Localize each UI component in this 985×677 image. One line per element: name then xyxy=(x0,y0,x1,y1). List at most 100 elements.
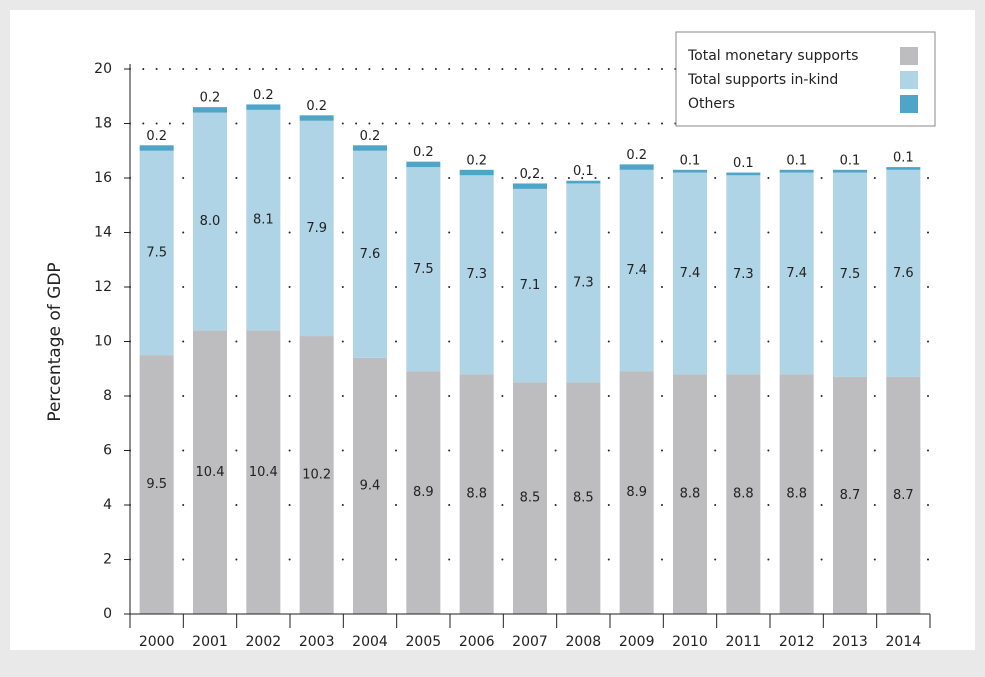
y-tick-label: 8 xyxy=(103,388,112,404)
legend-swatch xyxy=(900,95,918,113)
y-tick-label: 16 xyxy=(94,170,112,186)
data-label: 7.5 xyxy=(146,245,167,260)
data-label: 8.5 xyxy=(573,491,594,506)
bar-segment xyxy=(193,330,227,614)
bar-segment xyxy=(619,169,654,372)
bar-segment xyxy=(566,183,601,383)
data-label: 0.1 xyxy=(733,156,754,171)
data-label: 7.4 xyxy=(786,266,807,281)
bar-segment xyxy=(299,336,334,614)
y-tick-label: 4 xyxy=(103,497,112,513)
x-tick-label: 2007 xyxy=(512,634,548,650)
data-label: 7.3 xyxy=(733,267,754,282)
bar-segment xyxy=(193,107,227,113)
data-label: 0.2 xyxy=(413,145,434,160)
data-label: 7.6 xyxy=(360,247,381,262)
bar-segment xyxy=(459,374,494,614)
bar-segment xyxy=(566,382,601,614)
bar-segment xyxy=(406,371,441,614)
data-label: 9.4 xyxy=(360,478,381,493)
data-label: 0.2 xyxy=(253,88,274,103)
bar-segment xyxy=(353,145,387,151)
legend-label: Others xyxy=(688,96,735,112)
data-label: 0.1 xyxy=(680,153,701,168)
data-label: 0.1 xyxy=(573,164,594,179)
data-label: 8.0 xyxy=(200,214,221,229)
bar-segment xyxy=(513,183,547,189)
data-label: 9.5 xyxy=(146,477,167,492)
data-label: 10.4 xyxy=(249,465,278,480)
data-label: 7.5 xyxy=(840,267,861,282)
bar-segment xyxy=(619,371,654,614)
bar-segment xyxy=(673,374,707,614)
x-tick-label: 2001 xyxy=(192,634,228,650)
legend-box xyxy=(675,31,936,127)
x-tick-label: 2013 xyxy=(832,634,868,650)
bar-segment xyxy=(513,188,547,383)
legend-swatch xyxy=(900,71,918,89)
x-tick-label: 2014 xyxy=(886,634,922,650)
data-label: 8.9 xyxy=(413,485,434,500)
y-axis-label: Percentage of GDP xyxy=(45,262,65,421)
x-tick-label: 2010 xyxy=(672,634,708,650)
data-label: 7.5 xyxy=(413,262,434,277)
data-label: 8.8 xyxy=(786,487,807,502)
x-tick-label: 2012 xyxy=(779,634,815,650)
data-label: 0.1 xyxy=(786,153,807,168)
bar-segment xyxy=(726,172,761,176)
x-tick-label: 2009 xyxy=(619,634,655,650)
bar-segment xyxy=(726,175,761,375)
data-label: 7.4 xyxy=(680,266,701,281)
bar-segment xyxy=(886,169,921,377)
data-label: 8.5 xyxy=(520,491,541,506)
y-tick-label: 14 xyxy=(94,225,112,241)
data-label: 10.2 xyxy=(302,468,331,483)
bar-segment xyxy=(779,169,814,173)
bar-segment xyxy=(726,374,761,614)
bar-segment xyxy=(193,112,227,331)
data-label: 7.3 xyxy=(573,275,594,290)
y-tick-label: 20 xyxy=(94,61,112,77)
bar-segment xyxy=(406,167,441,372)
y-tick-label: 6 xyxy=(103,443,112,459)
bar-segment xyxy=(833,172,867,377)
data-label: 0.2 xyxy=(306,99,327,114)
bar-segment xyxy=(353,150,387,358)
x-tick-label: 2000 xyxy=(139,634,175,650)
bar-segment xyxy=(673,169,707,173)
data-label: 7.3 xyxy=(466,267,487,282)
data-label: 8.8 xyxy=(466,487,487,502)
data-label: 8.9 xyxy=(626,485,647,500)
bar-segment xyxy=(139,150,174,356)
bar-segment xyxy=(833,169,867,173)
bar-segment xyxy=(886,167,921,170)
data-label: 0.1 xyxy=(840,153,861,168)
bar-segment xyxy=(459,169,494,176)
y-tick-label: 12 xyxy=(94,279,112,295)
bar-segment xyxy=(886,376,921,614)
data-label: 0.2 xyxy=(200,91,221,106)
bar-segment xyxy=(406,161,441,168)
y-tick-label: 10 xyxy=(94,334,112,350)
y-tick-label: 2 xyxy=(103,552,112,568)
bar-segment xyxy=(459,175,494,375)
data-label: 0.2 xyxy=(146,129,167,144)
data-label: 0.2 xyxy=(360,129,381,144)
bar-segment xyxy=(246,104,281,110)
x-tick-label: 2011 xyxy=(726,634,762,650)
data-label: 0.2 xyxy=(466,153,487,168)
bar-segment xyxy=(513,382,547,614)
data-label: 0.2 xyxy=(520,167,541,182)
data-label: 0.1 xyxy=(893,151,914,166)
data-label: 7.9 xyxy=(306,221,327,236)
data-label: 7.1 xyxy=(520,278,541,293)
bar-segment xyxy=(246,109,281,331)
y-tick-label: 0 xyxy=(103,606,112,622)
data-label: 8.7 xyxy=(893,488,914,503)
data-label: 8.8 xyxy=(680,487,701,502)
y-tick-label: 18 xyxy=(94,116,112,132)
bar-segment xyxy=(246,330,281,614)
x-tick-label: 2004 xyxy=(352,634,388,650)
bar-segment xyxy=(566,180,601,184)
